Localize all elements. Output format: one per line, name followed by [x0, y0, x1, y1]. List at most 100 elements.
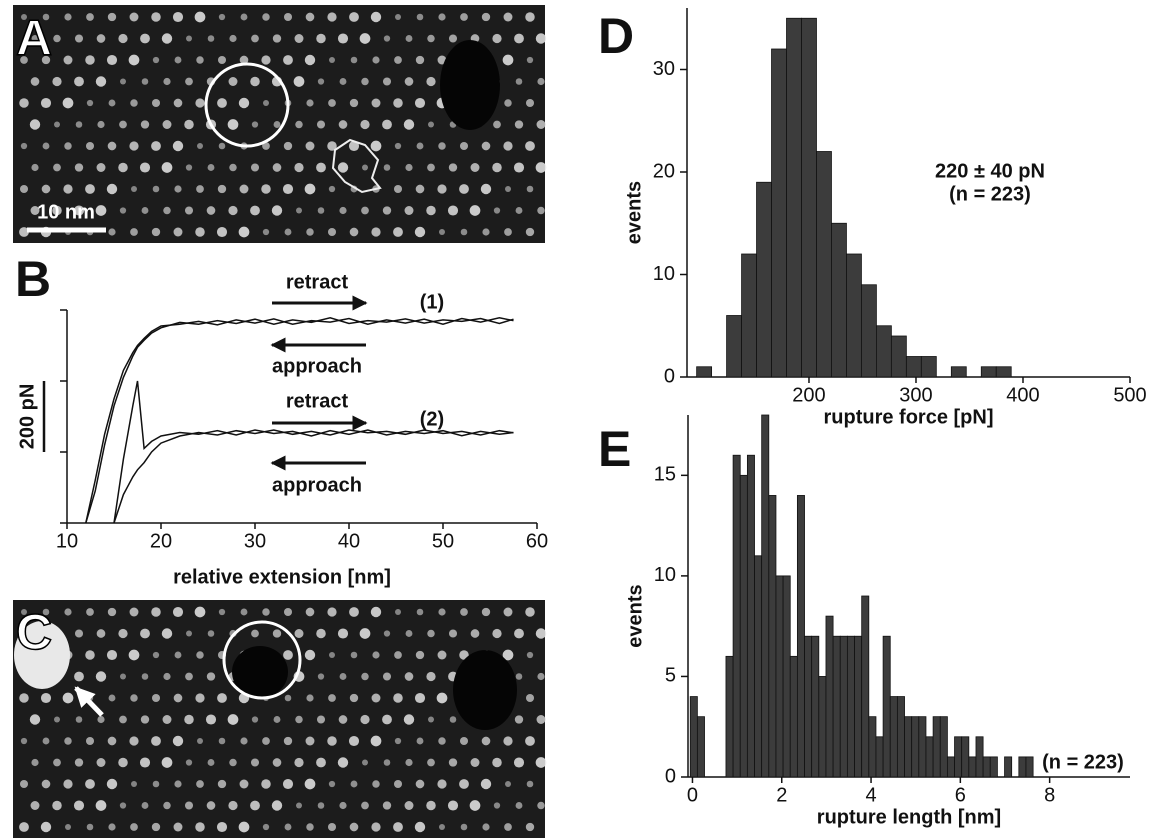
lattice-spot: [337, 757, 349, 768]
lattice-spot: [173, 98, 183, 108]
lattice-spot: [436, 692, 448, 704]
lattice-spot: [535, 33, 547, 44]
lattice-spot: [382, 77, 392, 86]
lattice-spot: [459, 779, 469, 789]
lattice-spot: [393, 693, 403, 703]
histogram-bar: [896, 696, 905, 778]
lattice-spot: [393, 822, 403, 832]
histogram-bar: [782, 575, 791, 778]
lattice-spot: [371, 822, 381, 832]
lattice-spot: [535, 628, 547, 639]
lattice-spot: [426, 800, 436, 811]
lattice-spot: [97, 120, 105, 129]
lattice-spot: [261, 779, 271, 789]
lattice-spot: [284, 228, 292, 236]
image-overlay: 10 nm A C: [14, 9, 517, 730]
lattice-spot: [107, 736, 117, 746]
lattice-spot: [469, 205, 481, 216]
lattice-spot: [120, 78, 126, 85]
lattice-spot: [196, 185, 204, 193]
lattice-spot: [372, 56, 380, 64]
histogram-bar: [811, 635, 820, 778]
lattice-spot: [427, 629, 435, 638]
lattice-spot: [96, 758, 106, 767]
lattice-spot: [172, 606, 184, 618]
lattice-spot: [383, 630, 391, 637]
lattice-spot: [31, 758, 39, 767]
lattice-spot: [525, 822, 535, 832]
lattice-spot: [129, 12, 139, 22]
lattice-spot: [52, 76, 62, 87]
lattice-spot: [195, 227, 205, 237]
x-tick-label: 8: [1044, 784, 1055, 806]
x-tick-label: 300: [899, 384, 932, 406]
histogram-bar: [882, 635, 891, 778]
lattice-spot: [503, 607, 513, 617]
lattice-spot: [515, 207, 523, 214]
lattice-spot: [349, 607, 359, 617]
histogram-bar: [756, 181, 772, 378]
lattice-spot: [350, 56, 358, 64]
histogram-bar: [995, 366, 1012, 378]
lattice-spot: [29, 119, 41, 130]
lattice-spot: [140, 715, 150, 724]
lattice-spot: [108, 823, 116, 831]
annotation: (2): [420, 408, 444, 430]
lattice-spot: [262, 823, 270, 831]
lattice-spot: [130, 694, 138, 702]
lattice-spot: [503, 141, 513, 151]
lattice-spot: [438, 737, 446, 745]
histogram-bar: [816, 151, 832, 378]
y-axis-title: events: [624, 584, 646, 647]
lattice-spot: [30, 801, 40, 810]
lattice-spot: [251, 34, 259, 43]
lattice-spot: [505, 781, 511, 787]
lattice-spot: [85, 736, 95, 746]
lattice-spot: [273, 121, 281, 128]
lattice-spot: [86, 823, 94, 831]
lattice-spot: [20, 56, 28, 64]
lattice-spot: [129, 736, 139, 746]
lattice-spot: [535, 162, 547, 173]
x-tick-label: 200: [792, 384, 825, 406]
lattice-spot: [426, 205, 436, 216]
lattice-spot: [349, 822, 359, 832]
lattice-spot: [86, 13, 94, 21]
histogram-bar: [832, 635, 841, 778]
histogram-bar: [968, 756, 977, 778]
lattice-spot: [74, 629, 84, 638]
lattice-spot: [329, 652, 335, 658]
lattice-spot: [383, 759, 391, 766]
annotation: (1): [420, 291, 444, 313]
histogram-bar: [796, 495, 805, 778]
lattice-spot: [414, 97, 426, 109]
lattice-spot: [304, 54, 316, 66]
lattice-spot: [162, 715, 172, 724]
lattice-spot: [525, 607, 535, 617]
lattice-spot: [74, 671, 84, 682]
lattice-spot: [185, 759, 193, 766]
lattice-spot: [337, 33, 349, 44]
lattice-spot: [40, 692, 52, 704]
lattice-spot: [74, 34, 84, 43]
lattice-spot: [327, 822, 337, 832]
lattice-spot: [40, 821, 52, 833]
lattice-spot: [262, 13, 270, 21]
y-tick-label: 10: [653, 263, 675, 285]
lattice-spot: [152, 56, 160, 64]
annotation: retract: [286, 390, 349, 412]
lattice-spot: [108, 99, 116, 107]
lattice-spot: [52, 205, 62, 216]
lattice-spot: [42, 13, 50, 21]
histogram-bar: [1018, 756, 1027, 778]
lattice-spot: [19, 98, 29, 108]
lattice-spot: [29, 714, 41, 725]
histogram-bar: [875, 736, 884, 778]
lattice-spot: [283, 55, 293, 65]
lattice-spot: [362, 759, 368, 766]
lattice-spot: [227, 119, 239, 130]
lattice-spot: [218, 608, 226, 616]
lattice-spot: [481, 141, 491, 151]
lattice-spot: [338, 120, 348, 129]
lattice-spot: [328, 694, 336, 702]
